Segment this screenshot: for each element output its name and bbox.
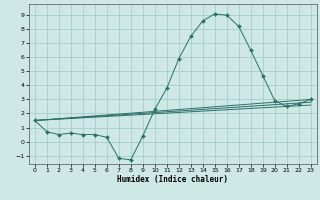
X-axis label: Humidex (Indice chaleur): Humidex (Indice chaleur) [117, 175, 228, 184]
